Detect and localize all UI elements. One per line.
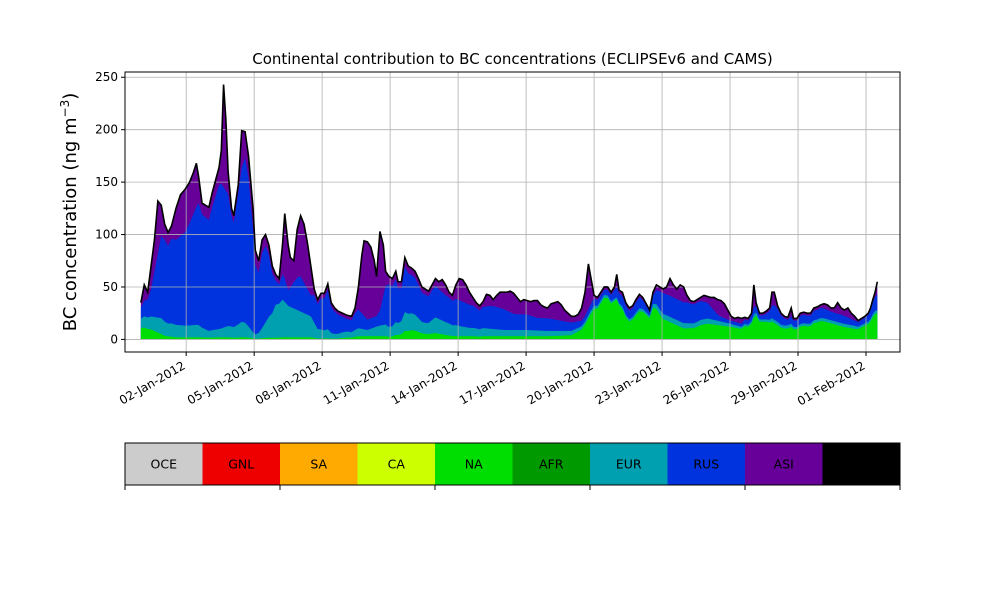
legend-frame — [124, 442, 901, 486]
y-tick-label: 200 — [95, 123, 118, 137]
plot-area: 0 50 100 150 200 250 02-Jan-201205-Jan-201208… — [95, 70, 901, 408]
y-tick-label: 0 — [110, 332, 118, 346]
plot-frame — [124, 71, 901, 353]
legend-swatch-asi — [745, 443, 823, 485]
x-axis-ticks: 02-Jan-201205-Jan-201208-Jan-201211-Jan-… — [117, 352, 868, 408]
total-outline — [140, 84, 879, 322]
chart-title: Continental contribution to BC concentra… — [252, 50, 773, 68]
continent-colorbar-legend: OCE GNL SA CA NA AFR EUR RUS ASI AUS — [124, 442, 901, 490]
legend-label-aus: AUS — [848, 457, 874, 472]
x-tick-label: 29-Jan-2012 — [729, 358, 800, 407]
gridlines — [125, 72, 900, 352]
y-tick-label: 150 — [95, 175, 118, 189]
y-tick-label: 50 — [103, 280, 118, 294]
y-axis-label-superscript: −3 — [58, 100, 72, 118]
legend-swatch-afr — [512, 443, 590, 485]
area-rus — [140, 157, 878, 340]
x-tick-label: 11-Jan-2012 — [321, 358, 392, 407]
x-tick-label: 14-Jan-2012 — [389, 358, 460, 407]
x-tick-label: 01-Feb-2012 — [795, 358, 868, 408]
y-tick-label: 250 — [95, 70, 118, 84]
stacked-areas — [140, 84, 878, 340]
x-tick-label: 26-Jan-2012 — [661, 358, 732, 407]
legend-label-oce: OCE — [151, 457, 178, 472]
legend-swatch-aus — [822, 443, 900, 485]
legend-label-gnl: GNL — [228, 457, 254, 472]
legend-swatch-gnl — [202, 443, 280, 485]
y-axis-ticks: 0 50 100 150 200 250 — [95, 70, 125, 346]
legend-label-rus: RUS — [693, 457, 719, 472]
x-tick-label: 05-Jan-2012 — [185, 358, 256, 407]
legend-label-na: NA — [465, 457, 483, 472]
x-tick-label: 08-Jan-2012 — [253, 358, 324, 407]
legend-swatch-oce — [125, 443, 203, 485]
legend-swatch-ca — [357, 443, 435, 485]
x-tick-label: 23-Jan-2012 — [593, 358, 664, 407]
y-tick-label: 100 — [95, 228, 118, 242]
y-axis-label-main: BC concentration (ng m — [60, 117, 81, 331]
legend-swatch-rus — [667, 443, 745, 485]
legend-label-ca: CA — [388, 457, 406, 472]
x-tick-label: 17-Jan-2012 — [457, 358, 528, 407]
x-tick-label: 02-Jan-2012 — [117, 358, 188, 407]
y-axis-label: BC concentration (ng m−3) — [58, 93, 81, 332]
legend-label-asi: ASI — [774, 457, 794, 472]
legend-label-sa: SA — [310, 457, 327, 472]
legend-label-afr: AFR — [539, 457, 564, 472]
x-tick-label: 20-Jan-2012 — [525, 358, 596, 407]
legend-swatch-sa — [280, 443, 358, 485]
legend-label-eur: EUR — [616, 457, 642, 472]
legend-swatch-na — [435, 443, 513, 485]
area-na — [140, 297, 878, 340]
legend-swatch-eur — [590, 443, 668, 485]
y-axis-label-suffix: ) — [60, 93, 81, 100]
